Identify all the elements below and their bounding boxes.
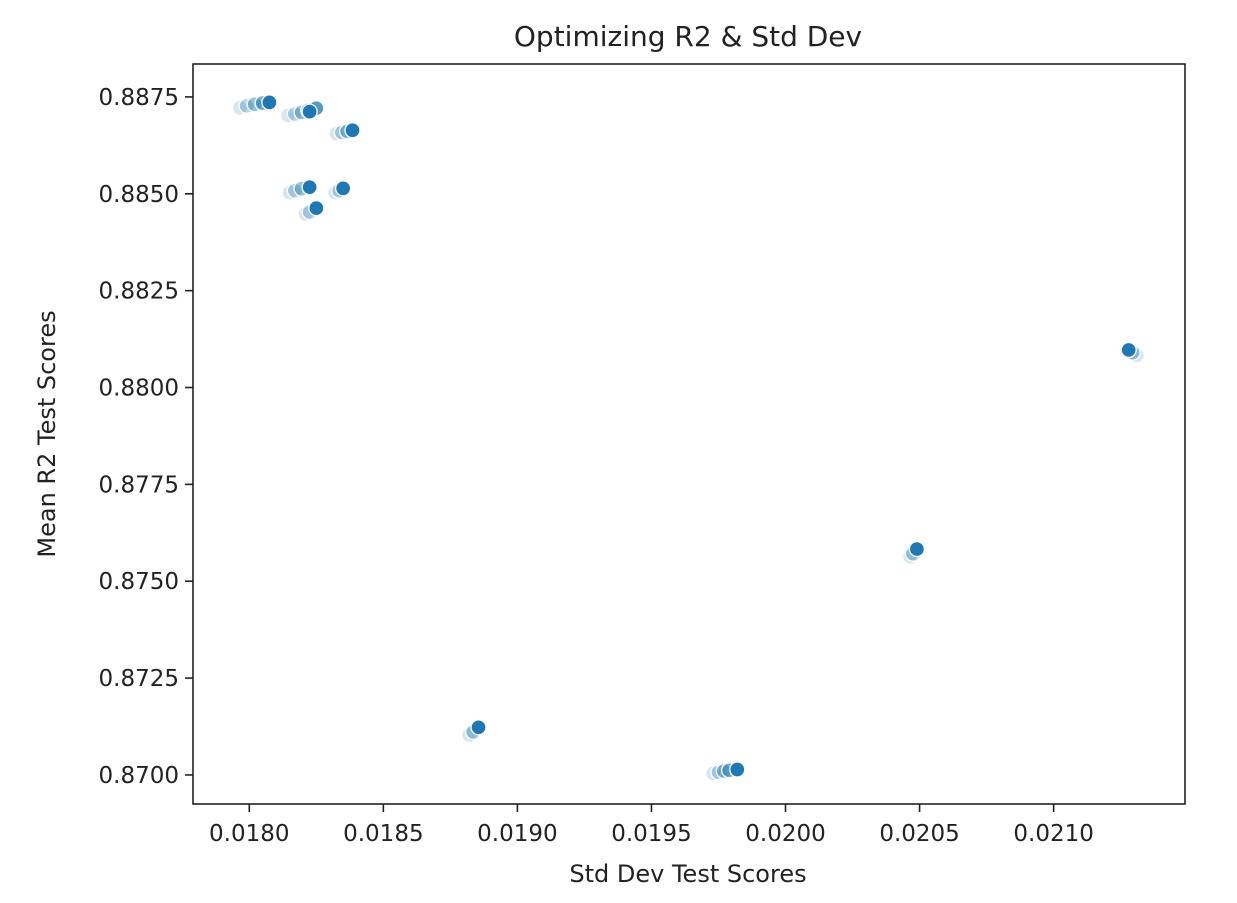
x-tick-label: 0.0200 — [745, 821, 825, 847]
plot-frame — [192, 63, 1186, 805]
data-point — [1120, 341, 1137, 359]
data-point — [344, 122, 361, 139]
x-axis: 0.0180 0.0185 0.0190 0.0195 0.0200 0.0205 0.02… — [209, 804, 1094, 847]
y-axis-label: Mean R2 Test Scores — [33, 310, 61, 557]
x-tick-label: 0.0185 — [343, 821, 423, 847]
data-points — [231, 94, 1145, 782]
x-axis-label: Std Dev Test Scores — [569, 860, 806, 888]
x-tick-label: 0.0180 — [209, 821, 289, 847]
y-tick-label: 0.8850 — [99, 182, 179, 208]
data-point — [261, 94, 278, 111]
y-tick-label: 0.8700 — [99, 763, 179, 789]
data-point — [301, 179, 318, 196]
data-point — [301, 103, 318, 120]
data-point — [238, 97, 255, 114]
y-axis: 0.8700 0.8725 0.8750 0.8775 0.8800 0.8825 0.88… — [99, 85, 193, 789]
y-tick-label: 0.8775 — [99, 472, 179, 498]
y-tick-label: 0.8750 — [99, 569, 179, 595]
y-tick-label: 0.8825 — [99, 279, 179, 305]
data-point — [729, 761, 746, 778]
data-point — [908, 540, 926, 558]
x-tick-label: 0.0210 — [1013, 821, 1093, 847]
y-tick-label: 0.8725 — [99, 666, 179, 692]
y-tick-label: 0.8800 — [99, 376, 179, 402]
data-point — [308, 199, 325, 217]
x-tick-label: 0.0195 — [611, 821, 691, 847]
data-point — [334, 180, 352, 197]
x-tick-label: 0.0205 — [879, 821, 959, 847]
y-tick-label: 0.8875 — [99, 85, 179, 111]
x-tick-label: 0.0190 — [477, 821, 557, 847]
data-point — [470, 719, 487, 736]
chart-title: Optimizing R2 & Std Dev — [514, 20, 862, 53]
